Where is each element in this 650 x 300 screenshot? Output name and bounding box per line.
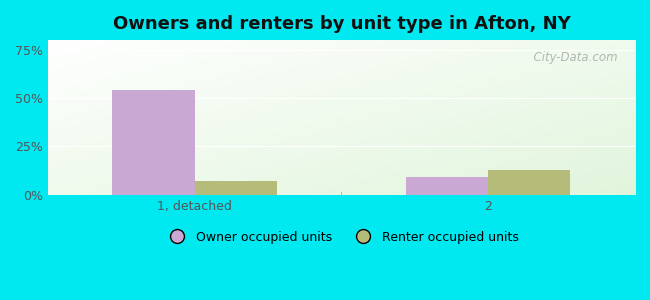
Bar xyxy=(406,177,488,195)
Bar xyxy=(112,90,194,195)
Bar xyxy=(488,170,571,195)
Bar xyxy=(194,181,277,195)
Text: City-Data.com: City-Data.com xyxy=(526,51,618,64)
Title: Owners and renters by unit type in Afton, NY: Owners and renters by unit type in Afton… xyxy=(112,15,570,33)
Legend: Owner occupied units, Renter occupied units: Owner occupied units, Renter occupied un… xyxy=(159,226,523,249)
